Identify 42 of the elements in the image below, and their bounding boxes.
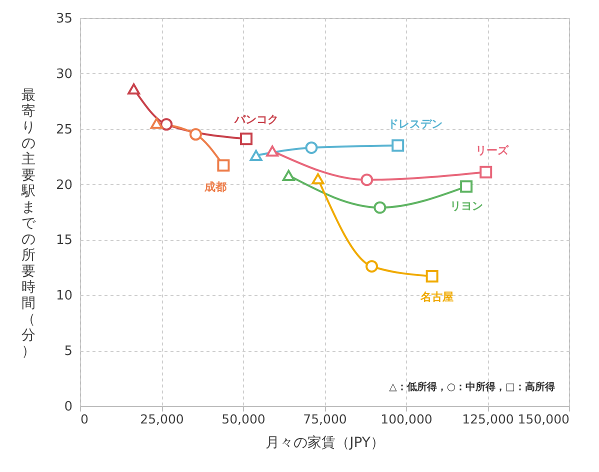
x-tick-label: 150,000 [518,412,570,426]
x-tick-label: 25,000 [140,412,184,426]
series-label: リヨン [450,200,483,213]
series-label: バンコク [233,112,278,126]
x-axis-title: 月々の家賃（JPY） [266,435,384,451]
point [128,83,140,94]
point [240,132,253,146]
point [250,150,262,162]
point [480,166,492,178]
point [150,118,163,129]
point [392,139,404,152]
y-tick-label: 0 [64,400,72,414]
point [266,145,279,157]
text: 最寄りの主要駅までの所要時間（分） [22,88,36,360]
series-label: リーズ [475,144,510,158]
point [282,170,295,181]
point [360,174,374,186]
x-tick-label: 75,000 [303,412,347,426]
series-label: 名古屋 [420,290,454,304]
x-tick-label: 100,000 [380,412,432,426]
point [366,260,378,273]
x-tick-label: 125,000 [462,412,514,426]
point [374,201,386,214]
point [460,180,473,193]
y-tick-label: 20 [56,178,72,193]
y-tick-label: 35 [56,12,72,26]
y-tick-label: 30 [56,66,72,82]
y-tick-label: 25 [56,122,72,138]
point [160,118,173,131]
point [305,141,318,154]
series-label: ドレスデン [387,117,442,130]
y-tick-label: 10 [56,288,72,304]
x-tick-label: 50,000 [222,412,266,426]
series-label: 成都 [203,180,226,194]
y-tick-label: 15 [56,233,72,248]
point [217,159,230,172]
annotation: △：低所得，○：中所得，□：高所得 [389,381,555,393]
point [189,128,202,141]
point [426,270,438,283]
x-tick-label: 0 [80,412,88,426]
y-tick-label: 5 [64,344,72,360]
point [312,173,324,184]
